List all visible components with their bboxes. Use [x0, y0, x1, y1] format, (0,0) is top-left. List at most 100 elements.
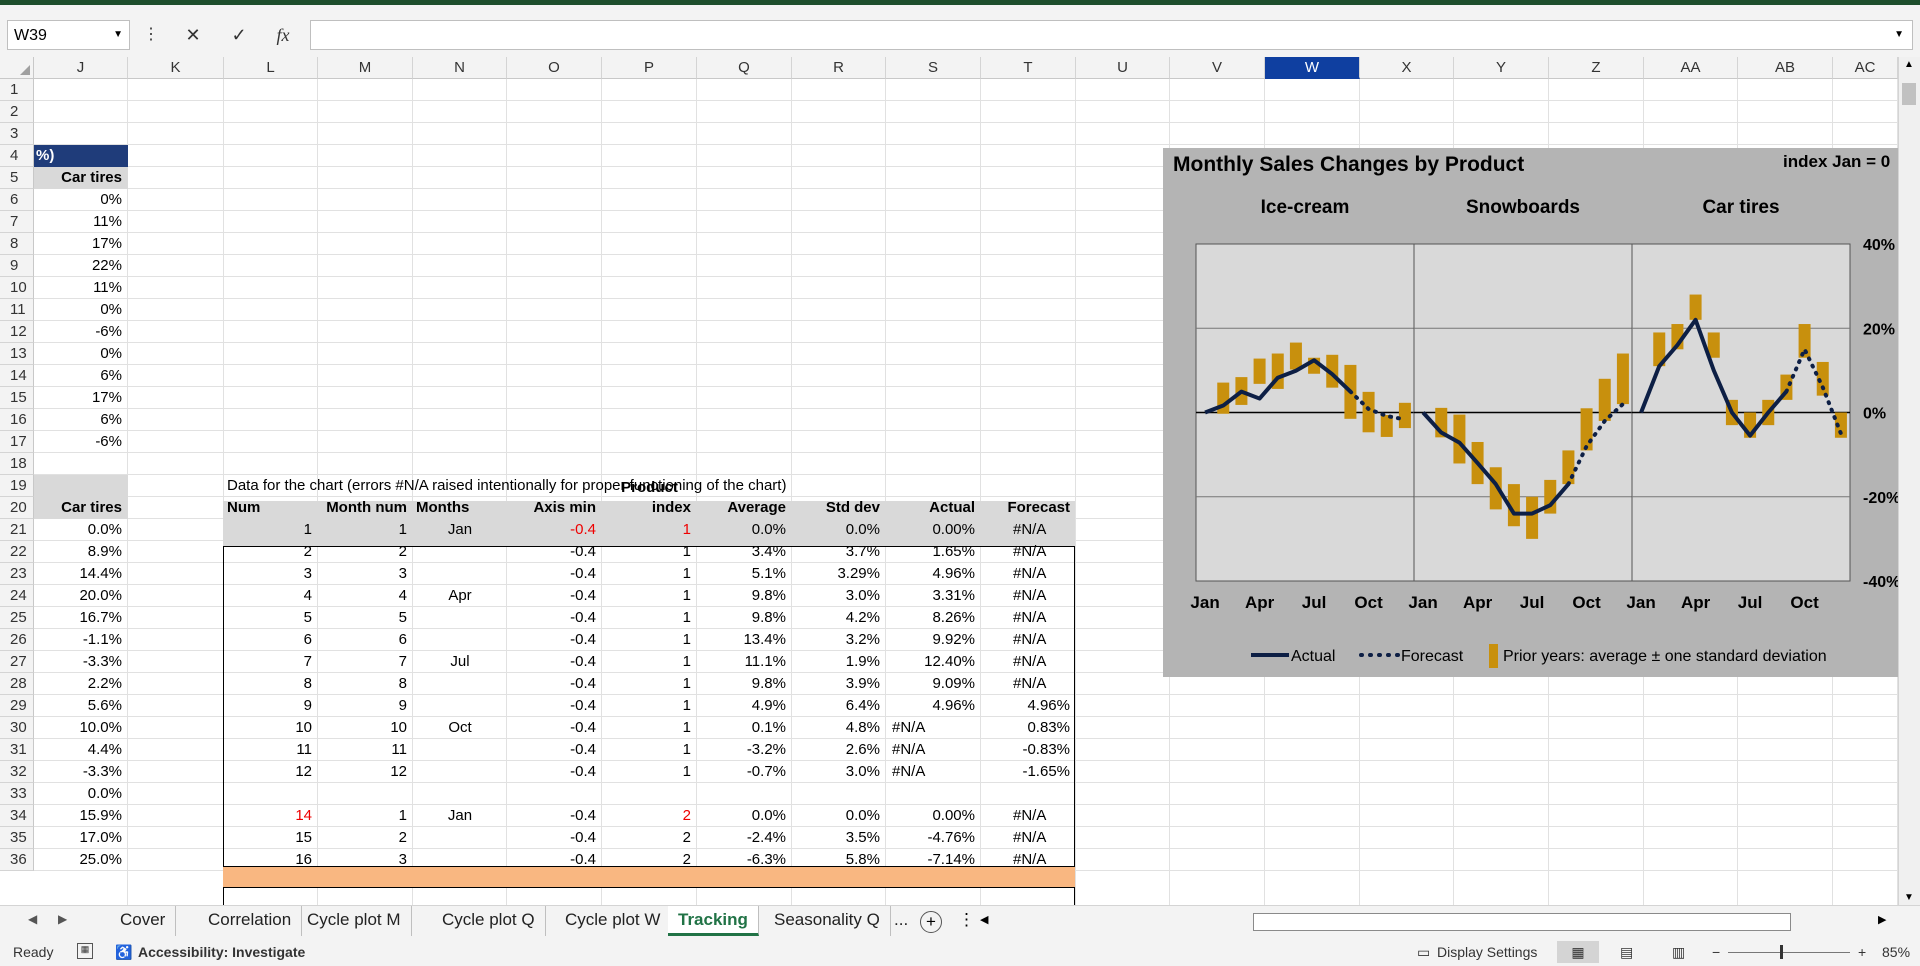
- sheet-tab[interactable]: Cover: [110, 906, 177, 936]
- cell-j-value[interactable]: 17%: [91, 389, 122, 406]
- chevron-down-icon[interactable]: ▼: [113, 29, 123, 40]
- table-cell[interactable]: 4.2%: [845, 609, 880, 626]
- column-header[interactable]: S: [886, 57, 981, 79]
- table-cell[interactable]: 5.8%: [845, 851, 880, 868]
- table-header-std-dev[interactable]: Std dev: [825, 499, 880, 516]
- zoom-slider[interactable]: [1728, 952, 1850, 953]
- sheet-tab[interactable]: Seasonality Q: [764, 906, 891, 936]
- table-cell[interactable]: -0.4: [570, 565, 596, 582]
- table-cell[interactable]: -1.65%: [1022, 763, 1070, 780]
- table-cell[interactable]: 11: [296, 741, 312, 758]
- table-cell[interactable]: #N/A: [1013, 675, 1047, 692]
- cell-j-value[interactable]: 5.6%: [87, 697, 122, 714]
- table-cell[interactable]: Jul: [450, 653, 470, 670]
- table-cell[interactable]: 9: [398, 697, 407, 714]
- table-cell[interactable]: Apr: [448, 587, 472, 604]
- cell-j-value[interactable]: 22%: [91, 257, 122, 274]
- formula-input[interactable]: ▼: [310, 20, 1913, 50]
- cell-j-value[interactable]: 0.0%: [87, 521, 122, 538]
- table-cell[interactable]: 1.9%: [845, 653, 880, 670]
- table-cell[interactable]: 6: [398, 631, 407, 648]
- table-cell[interactable]: [413, 673, 507, 695]
- table-cell[interactable]: [413, 607, 507, 629]
- more-sheets-icon[interactable]: ⋮: [958, 910, 975, 929]
- sheet-tab[interactable]: Cycle plot M: [297, 906, 412, 936]
- table-cell[interactable]: 3: [398, 565, 407, 582]
- row-header[interactable]: 5: [0, 167, 34, 189]
- table-cell[interactable]: 3: [303, 565, 312, 582]
- table-cell[interactable]: -2.4%: [746, 829, 786, 846]
- row-header[interactable]: 18: [0, 453, 34, 475]
- zoom-out-icon[interactable]: −: [1712, 944, 1721, 960]
- table-cell[interactable]: 5: [303, 609, 312, 626]
- table-cell[interactable]: 6: [303, 631, 312, 648]
- table-cell[interactable]: -0.4: [570, 587, 596, 604]
- table-cell[interactable]: 2: [398, 543, 407, 560]
- row-header[interactable]: 13: [0, 343, 34, 365]
- row-header[interactable]: 24: [0, 585, 34, 607]
- table-cell[interactable]: -0.4: [570, 763, 596, 780]
- table-cell[interactable]: 2: [303, 543, 312, 560]
- table-cell[interactable]: 3.0%: [845, 587, 880, 604]
- row-header[interactable]: 12: [0, 321, 34, 343]
- table-cell[interactable]: -0.4: [570, 521, 596, 538]
- cell-j-value[interactable]: 0.0%: [87, 785, 122, 802]
- column-header[interactable]: M: [318, 57, 413, 79]
- row-header[interactable]: 23: [0, 563, 34, 585]
- column-header[interactable]: R: [792, 57, 886, 79]
- scroll-tabs-left-icon[interactable]: ◀: [980, 914, 989, 926]
- table-cell[interactable]: 3.4%: [751, 543, 786, 560]
- table-header-product[interactable]: Product: [621, 479, 678, 496]
- table-cell[interactable]: 1: [682, 741, 691, 758]
- table-cell[interactable]: 3.9%: [845, 675, 880, 692]
- column-header[interactable]: J: [34, 57, 128, 79]
- row-header[interactable]: 28: [0, 673, 34, 695]
- table-cell[interactable]: [413, 695, 507, 717]
- cell-j-value[interactable]: 11%: [93, 279, 122, 296]
- cell-j-value[interactable]: 8.9%: [87, 543, 122, 560]
- table-cell[interactable]: 6.4%: [845, 697, 880, 714]
- table-cell[interactable]: 3.29%: [837, 565, 880, 582]
- table-cell[interactable]: -0.4: [570, 631, 596, 648]
- cell-j-value[interactable]: -3.3%: [82, 763, 122, 780]
- table-cell[interactable]: 0.0%: [845, 521, 880, 538]
- table-cell[interactable]: 4: [398, 587, 407, 604]
- cell-j-value[interactable]: 11%: [93, 213, 122, 230]
- table-caption[interactable]: Data for the chart (errors #N/A raised i…: [227, 477, 787, 494]
- table-cell[interactable]: [413, 563, 507, 585]
- zoom-slider-thumb[interactable]: [1780, 945, 1783, 959]
- table-cell[interactable]: #N/A: [1013, 851, 1047, 868]
- table-cell[interactable]: #N/A: [1013, 609, 1047, 626]
- table-cell[interactable]: -0.4: [570, 741, 596, 758]
- cell-j-value[interactable]: 25.0%: [79, 851, 122, 868]
- column-header[interactable]: L: [224, 57, 318, 79]
- table-cell[interactable]: 10: [295, 719, 312, 736]
- worksheet-grid[interactable]: J K L M N O P Q R S T U V W X Y Z AA AB AC 1 2 3 4 5 6 7 8 9 10 11 12 1…: [0, 57, 1898, 905]
- table-header-axis-min[interactable]: Axis min: [533, 499, 596, 516]
- scroll-thumb[interactable]: [1902, 83, 1916, 105]
- column-header[interactable]: AB: [1738, 57, 1833, 79]
- row-header[interactable]: 11: [0, 299, 34, 321]
- table-cell[interactable]: -0.4: [570, 851, 596, 868]
- table-cell[interactable]: 11.1%: [744, 653, 786, 670]
- table-cell[interactable]: 9.8%: [751, 609, 786, 626]
- table-cell[interactable]: 12: [295, 763, 312, 780]
- row-header[interactable]: 3: [0, 123, 34, 145]
- row-header[interactable]: 6: [0, 189, 34, 211]
- enter-icon[interactable]: ✓: [231, 25, 247, 45]
- table-cell[interactable]: 1: [682, 609, 691, 626]
- page-layout-icon[interactable]: ▤: [1620, 944, 1634, 960]
- sheet-tab[interactable]: Tracking: [668, 906, 759, 936]
- table-cell[interactable]: [413, 541, 507, 563]
- table-cell[interactable]: 1.65%: [932, 543, 975, 560]
- table-cell[interactable]: 10: [390, 719, 407, 736]
- table-cell[interactable]: #N/A: [892, 763, 926, 780]
- cell-j-value[interactable]: 10.0%: [79, 719, 122, 736]
- macro-recording-icon[interactable]: ▦: [77, 943, 93, 959]
- cell-j-value[interactable]: -6%: [95, 433, 122, 450]
- table-cell[interactable]: 1: [682, 675, 691, 692]
- table-cell[interactable]: -0.4: [570, 807, 596, 824]
- normal-view-icon[interactable]: ▦: [1557, 941, 1599, 963]
- insert-function-icon[interactable]: fx: [276, 25, 290, 45]
- column-header[interactable]: K: [128, 57, 224, 79]
